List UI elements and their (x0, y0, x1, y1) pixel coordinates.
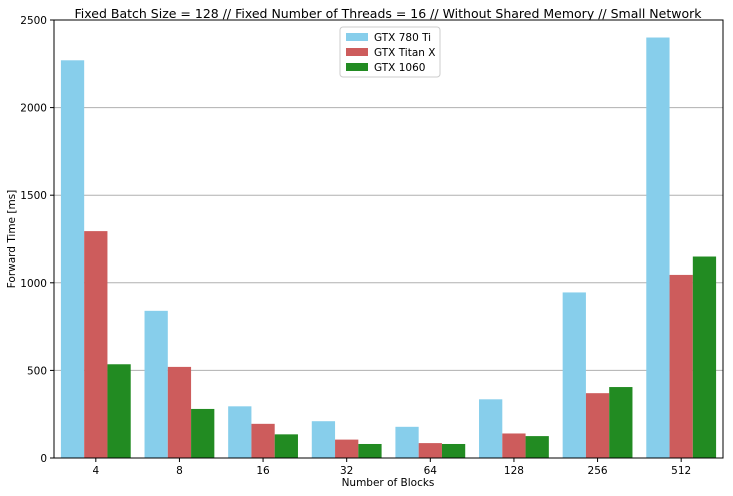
bar-gtx-1060 (274, 434, 298, 458)
bar-gtx-1060 (441, 443, 466, 458)
y-axis-label: Forward Time [ms] (6, 190, 18, 289)
x-tick-label: 512 (671, 465, 691, 477)
x-axis: 4 8 16 32 64 128 256 512 (92, 458, 691, 477)
legend-swatch (346, 63, 368, 71)
bar-gtx-titan-x (669, 274, 693, 458)
y-tick-label: 2000 (20, 103, 47, 115)
x-tick-label: 128 (504, 465, 524, 477)
legend: GTX 780 Ti GTX Titan X GTX 1060 (339, 26, 441, 78)
chart-title: Fixed Batch Size = 128 // Fixed Number o… (75, 6, 703, 21)
bar-gtx-780-ti (228, 406, 252, 458)
bar-gtx-780-ti (646, 37, 670, 459)
bar-gtx-1060 (191, 408, 215, 458)
bar-gtx-780-ti (479, 399, 503, 458)
x-tick-label: 4 (92, 465, 99, 477)
y-axis: 0 500 1000 1500 2000 2500 (20, 15, 54, 465)
x-tick-label: 256 (588, 465, 608, 477)
bar-gtx-titan-x (167, 366, 192, 458)
x-tick-label: 8 (176, 465, 183, 477)
bar-gtx-780-ti (60, 60, 85, 459)
bar-gtx-1060 (358, 443, 382, 458)
bar-gtx-titan-x (585, 393, 610, 458)
legend-swatch (346, 33, 368, 41)
bars (60, 37, 717, 459)
legend-label: GTX Titan X (374, 47, 435, 59)
bar-gtx-1060 (609, 387, 633, 458)
x-tick-label: 16 (256, 465, 270, 477)
bar-gtx-titan-x (84, 231, 108, 458)
bar-gtx-1060 (525, 436, 549, 458)
y-tick-label: 1500 (20, 190, 47, 202)
bar-gtx-titan-x (335, 439, 359, 458)
bar-gtx-titan-x (251, 423, 275, 458)
bar-gtx-780-ti (562, 292, 586, 458)
y-tick-label: 2500 (20, 15, 47, 27)
plot-frame (53, 19, 724, 459)
bar-gtx-780-ti (395, 426, 419, 458)
y-tick-label: 500 (27, 365, 47, 377)
bar-gtx-780-ti (144, 310, 168, 458)
x-tick-label: 32 (340, 465, 353, 477)
y-tick-label: 0 (40, 453, 47, 465)
legend-label: GTX 1060 (374, 62, 425, 74)
legend-swatch (346, 48, 368, 56)
y-tick-label: 1000 (20, 278, 47, 290)
x-tick-label: 64 (424, 465, 438, 477)
x-axis-label: Number of Blocks (342, 477, 435, 489)
bar-gtx-780-ti (311, 421, 336, 458)
legend-label: GTX 780 Ti (374, 32, 431, 44)
bar-gtx-titan-x (418, 443, 442, 458)
bar-gtx-1060 (107, 364, 131, 458)
bar-gtx-1060 (692, 256, 717, 458)
bar-gtx-titan-x (502, 433, 526, 458)
